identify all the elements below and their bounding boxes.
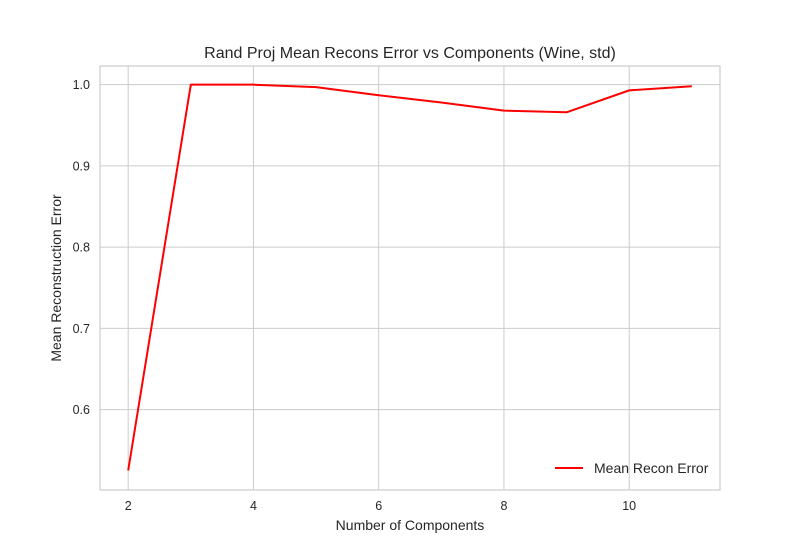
x-tick-label: 6 [375, 499, 382, 513]
y-tick-label: 0.6 [73, 403, 90, 417]
series-line-mean-recon-error [127, 83, 692, 471]
legend: Mean Recon Error [555, 460, 709, 476]
y-tick-label: 0.9 [73, 159, 90, 173]
y-tick-label: 0.8 [73, 241, 90, 255]
x-tick-label: 2 [125, 499, 132, 513]
plot-area [99, 65, 721, 491]
chart-title: Rand Proj Mean Recons Error vs Component… [204, 45, 616, 62]
y-axis-label: Mean Reconstruction Error [48, 194, 64, 362]
y-tick-label: 0.7 [73, 322, 90, 336]
grid [100, 66, 720, 490]
x-tick-label: 8 [500, 499, 507, 513]
legend-label-mean-recon-error: Mean Recon Error [594, 460, 709, 476]
x-axis-label: Number of Components [336, 517, 485, 533]
series [127, 83, 692, 471]
x-tick-label: 10 [622, 499, 636, 513]
tick-labels: 2 4 6 8 10 0.6 0.7 0.8 0.9 1.0 [73, 78, 637, 513]
x-tick-label: 4 [250, 499, 257, 513]
y-tick-label: 1.0 [73, 78, 90, 92]
